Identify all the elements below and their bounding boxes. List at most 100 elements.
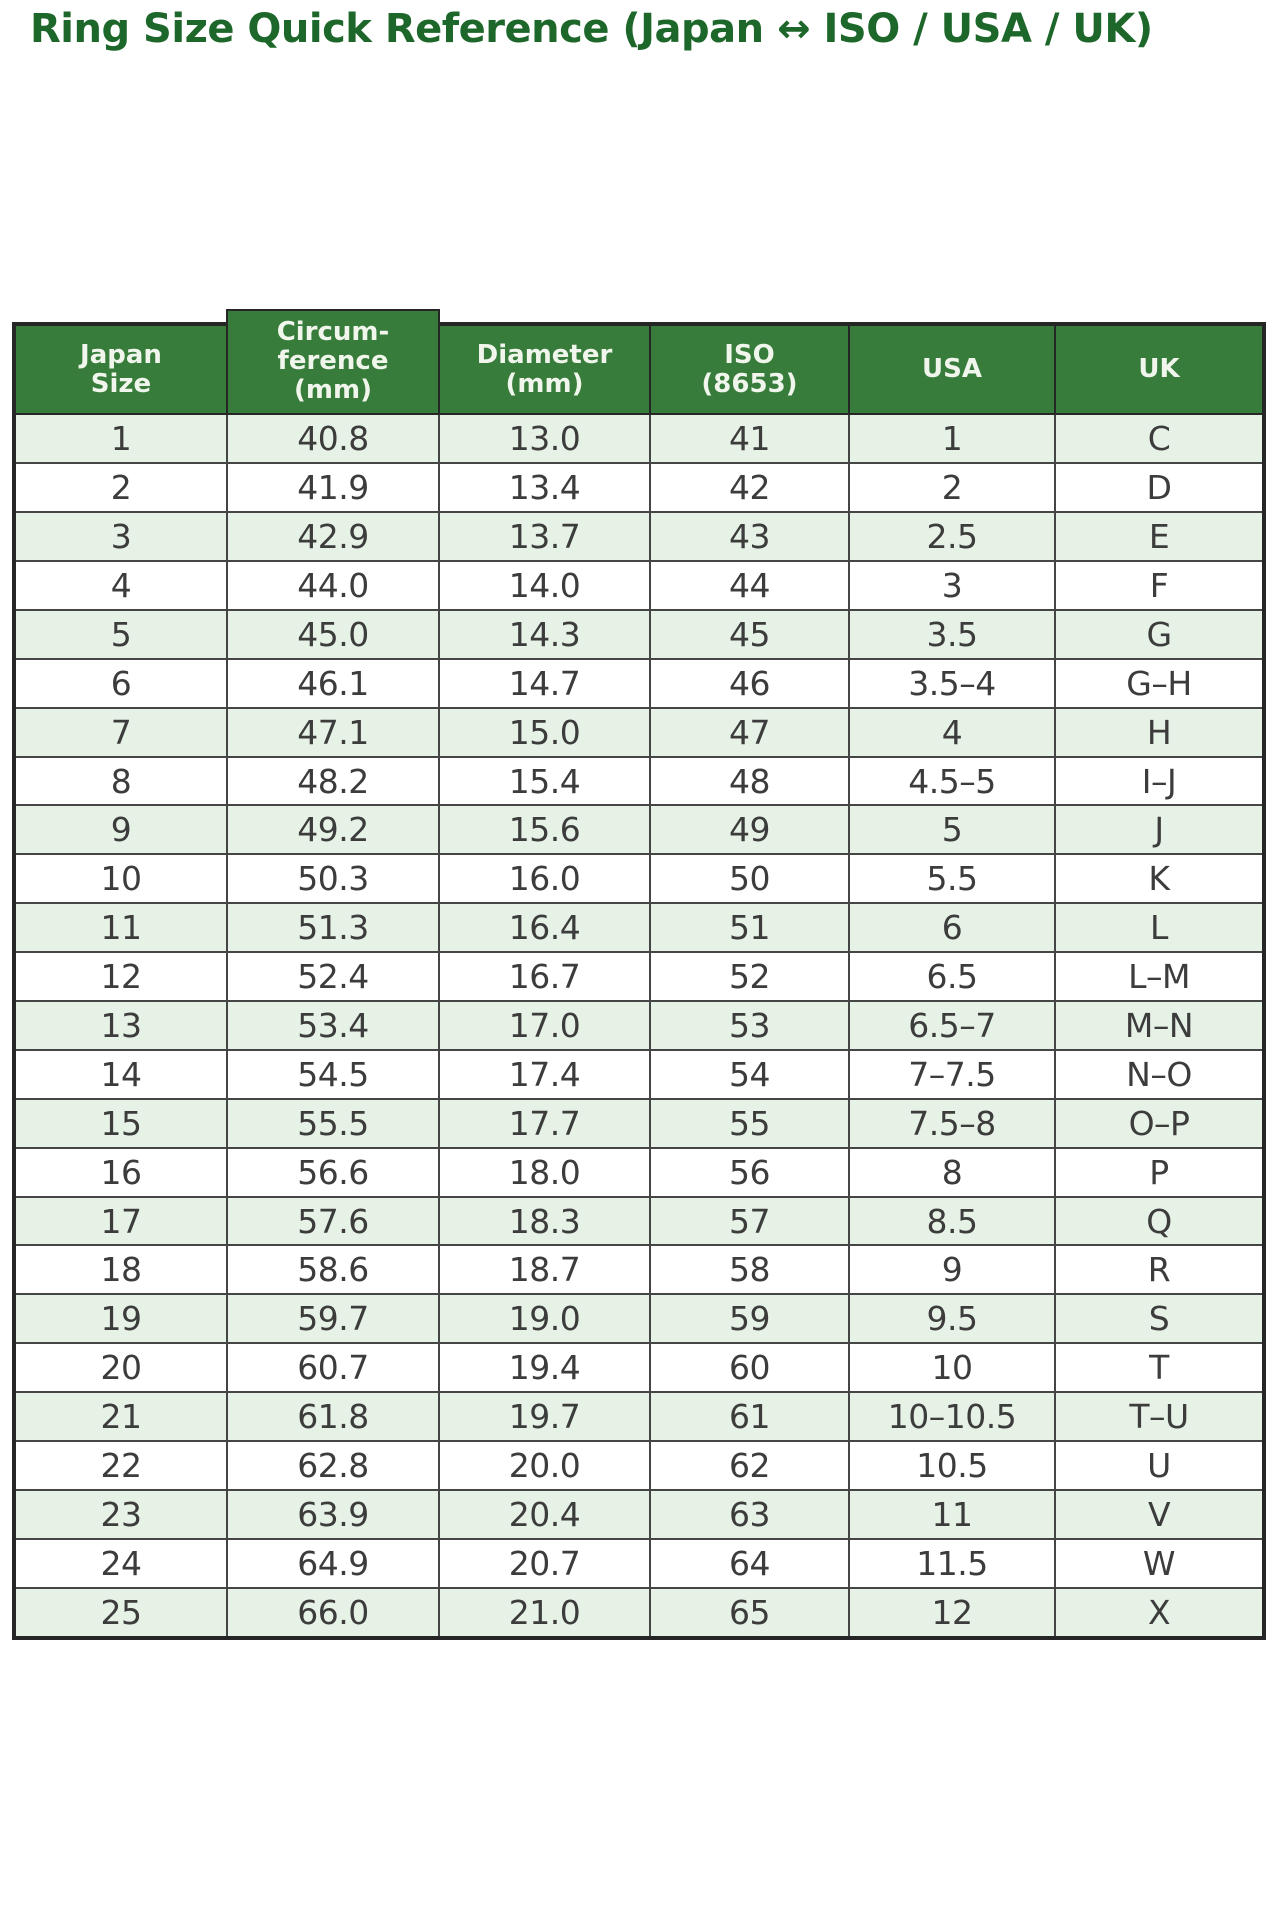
table-cell-circumference-mm: 58.6 <box>226 1244 440 1296</box>
table-cell-usa: 10–10.5 <box>848 1391 1056 1443</box>
table-cell-iso-8653: 58 <box>649 1244 850 1296</box>
table-cell-usa: 3.5 <box>848 608 1056 660</box>
table-cell-uk: H <box>1054 706 1265 758</box>
table-cell-usa: 1 <box>848 413 1056 465</box>
table-cell-diameter-mm: 13.7 <box>438 511 651 562</box>
table-cell-iso-8653: 64 <box>649 1537 850 1589</box>
table-row: 1 40.8 13.0 41 1 C <box>13 413 1265 465</box>
table-cell-uk: C <box>1054 413 1265 465</box>
table-cell-diameter-mm: 14.3 <box>438 608 651 660</box>
table-cell-circumference-mm: 50.3 <box>226 853 440 905</box>
table-cell-circumference-mm: 41.9 <box>226 462 440 514</box>
table-row: 12 52.4 16.7 52 6.5 L–M <box>13 951 1265 1003</box>
table-cell-usa: 7.5–8 <box>848 1097 1056 1149</box>
table-cell-circumference-mm: 59.7 <box>226 1293 440 1345</box>
ring-size-table: Japan Size Circum- ference (mm) Diameter (… <box>12 308 1266 1640</box>
table-row: 2 41.9 13.4 42 2 D <box>13 462 1265 514</box>
table-cell-circumference-mm: 55.5 <box>226 1097 440 1149</box>
table-cell-diameter-mm: 16.0 <box>438 853 651 905</box>
table-cell-japan-size: 6 <box>13 657 228 709</box>
table-cell-diameter-mm: 17.0 <box>438 1000 651 1051</box>
column-header-iso-8653: ISO (8653) <box>649 322 850 416</box>
table-cell-circumference-mm: 47.1 <box>226 706 440 758</box>
table-cell-usa: 8 <box>848 1146 1056 1198</box>
table-cell-uk: X <box>1054 1586 1265 1639</box>
table-cell-diameter-mm: 20.0 <box>438 1440 651 1491</box>
table-cell-diameter-mm: 15.4 <box>438 755 651 807</box>
table-cell-iso-8653: 48 <box>649 755 850 807</box>
table-cell-uk: L–M <box>1054 951 1265 1003</box>
table-body: 1 40.8 13.0 41 1 C 2 41.9 13.4 42 2 D 3 42.9 13.7 43 2.5… <box>13 413 1265 1639</box>
table-cell-diameter-mm: 21.0 <box>438 1586 651 1639</box>
table-cell-circumference-mm: 57.6 <box>226 1195 440 1247</box>
table-cell-uk: Q <box>1054 1195 1265 1247</box>
table-row: 25 66.0 21.0 65 12 X <box>13 1586 1265 1639</box>
table-row: 9 49.2 15.6 49 5 J <box>13 804 1265 856</box>
table-row: 10 50.3 16.0 50 5.5 K <box>13 853 1265 905</box>
table-cell-usa: 9.5 <box>848 1293 1056 1345</box>
column-header-label: ISO (8653) <box>701 339 798 399</box>
table-cell-usa: 6 <box>848 902 1056 954</box>
table-cell-iso-8653: 51 <box>649 902 850 954</box>
table-cell-diameter-mm: 13.0 <box>438 413 651 465</box>
table-cell-usa: 10 <box>848 1342 1056 1394</box>
table-row: 18 58.6 18.7 58 9 R <box>13 1244 1265 1296</box>
table-cell-iso-8653: 46 <box>649 657 850 709</box>
table-cell-iso-8653: 49 <box>649 804 850 856</box>
table-cell-diameter-mm: 20.4 <box>438 1488 651 1540</box>
table-cell-japan-size: 19 <box>13 1293 228 1345</box>
table-cell-japan-size: 1 <box>13 413 228 465</box>
table-row: 24 64.9 20.7 64 11.5 W <box>13 1537 1265 1589</box>
table-cell-circumference-mm: 63.9 <box>226 1488 440 1540</box>
column-header-label: UK <box>1138 354 1180 385</box>
table-cell-uk: N–O <box>1054 1048 1265 1100</box>
table-cell-usa: 11.5 <box>848 1537 1056 1589</box>
table-cell-iso-8653: 41 <box>649 413 850 465</box>
column-header-circumference-mm: Circum- ference (mm) <box>226 308 441 416</box>
column-header-japan-size: Japan Size <box>13 322 228 416</box>
table-cell-usa: 5 <box>848 804 1056 856</box>
table-cell-usa: 6.5–7 <box>848 1000 1056 1051</box>
column-header-label: Circum- ference (mm) <box>276 317 390 406</box>
table-cell-iso-8653: 53 <box>649 1000 850 1051</box>
table-cell-diameter-mm: 13.4 <box>438 462 651 514</box>
table-cell-diameter-mm: 14.7 <box>438 657 651 709</box>
table-cell-circumference-mm: 49.2 <box>226 804 440 856</box>
table-cell-circumference-mm: 61.8 <box>226 1391 440 1443</box>
table-cell-diameter-mm: 18.0 <box>438 1146 651 1198</box>
table-cell-circumference-mm: 53.4 <box>226 1000 440 1051</box>
table-cell-iso-8653: 50 <box>649 853 850 905</box>
table-cell-circumference-mm: 40.8 <box>226 413 440 465</box>
table-row: 11 51.3 16.4 51 6 L <box>13 902 1265 954</box>
table-cell-diameter-mm: 19.7 <box>438 1391 651 1443</box>
table-row: 8 48.2 15.4 48 4.5–5 I–J <box>13 755 1265 807</box>
table-row: 4 44.0 14.0 44 3 F <box>13 560 1265 611</box>
table-cell-uk: E <box>1054 511 1265 562</box>
table-cell-iso-8653: 63 <box>649 1488 850 1540</box>
table-cell-diameter-mm: 16.4 <box>438 902 651 954</box>
table-cell-iso-8653: 61 <box>649 1391 850 1443</box>
table-cell-uk: T–U <box>1054 1391 1265 1443</box>
table-cell-japan-size: 7 <box>13 706 228 758</box>
column-header-label: USA <box>922 354 982 385</box>
table-cell-diameter-mm: 15.0 <box>438 706 651 758</box>
table-cell-japan-size: 23 <box>13 1488 228 1540</box>
table-cell-diameter-mm: 19.0 <box>438 1293 651 1345</box>
table-cell-uk: R <box>1054 1244 1265 1296</box>
table-cell-usa: 3 <box>848 560 1056 611</box>
table-cell-circumference-mm: 48.2 <box>226 755 440 807</box>
table-cell-iso-8653: 47 <box>649 706 850 758</box>
table-row: 16 56.6 18.0 56 8 P <box>13 1146 1265 1198</box>
table-cell-usa: 3.5–4 <box>848 657 1056 709</box>
table-cell-usa: 6.5 <box>848 951 1056 1003</box>
table-cell-uk: O–P <box>1054 1097 1265 1149</box>
table-cell-japan-size: 11 <box>13 902 228 954</box>
table-cell-usa: 12 <box>848 1586 1056 1639</box>
table-row: 15 55.5 17.7 55 7.5–8 O–P <box>13 1097 1265 1149</box>
table-cell-uk: T <box>1054 1342 1265 1394</box>
column-header-diameter-mm: Diameter (mm) <box>438 322 651 416</box>
table-cell-iso-8653: 55 <box>649 1097 850 1149</box>
table-cell-japan-size: 14 <box>13 1048 228 1100</box>
table-cell-uk: U <box>1054 1440 1265 1491</box>
table-row: 7 47.1 15.0 47 4 H <box>13 706 1265 758</box>
